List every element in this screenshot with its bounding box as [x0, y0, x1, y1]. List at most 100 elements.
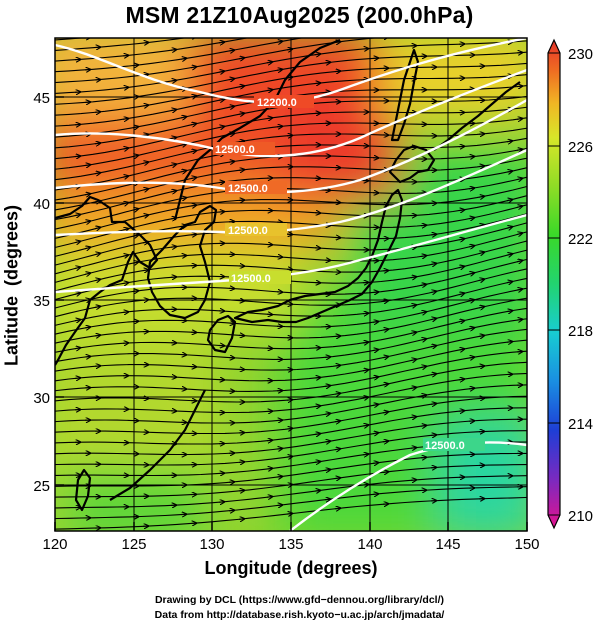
colorbar-tick-label: 230	[568, 46, 593, 63]
x-tick-label: 120	[42, 536, 67, 553]
stream-arrow	[170, 81, 175, 82]
stream-arrow	[468, 357, 473, 358]
stream-arrow	[180, 144, 185, 145]
stream-arrow	[180, 117, 185, 118]
stream-arrow	[122, 255, 127, 256]
stream-arrow	[238, 114, 243, 115]
colorbar-tick-label: 222	[568, 231, 593, 248]
stream-arrow	[239, 29, 243, 30]
colorbar-tick-label: 210	[568, 508, 593, 525]
coastline-sakhalin	[390, 48, 420, 142]
stream-arrow	[132, 291, 137, 292]
stream-arrow	[94, 254, 99, 255]
y-tick-labels: 25 30 35 40 45	[33, 90, 50, 495]
stream-arrow	[430, 374, 435, 375]
stream-arrow	[132, 209, 137, 210]
x-tick-label: 145	[435, 536, 460, 553]
stream-arrow	[420, 395, 425, 396]
stream-arrow	[315, 26, 319, 27]
stream-arrow	[478, 166, 483, 167]
stream-arrow	[410, 448, 415, 449]
stream-arrow	[74, 348, 79, 349]
stream-arrow	[132, 156, 137, 157]
stream-arrow	[430, 319, 435, 320]
stream-arrow	[84, 221, 89, 222]
x-tick-label: 135	[278, 536, 303, 553]
stream-arrow	[478, 280, 483, 281]
stream-arrow	[132, 97, 137, 98]
stream-arrow	[228, 107, 233, 108]
colorbar-tick-label: 226	[568, 139, 593, 156]
stream-arrow	[170, 247, 175, 248]
stream-arrow	[238, 86, 243, 87]
stream-arrow	[170, 138, 175, 139]
stream-arrow	[382, 412, 387, 413]
stream-arrow	[324, 62, 329, 63]
stream-arrow	[190, 205, 195, 206]
stream-arrow	[170, 50, 175, 51]
stream-arrow	[84, 248, 89, 249]
y-tick-label: 40	[33, 196, 50, 213]
stream-arrow	[363, 19, 367, 20]
stream-arrow	[516, 150, 521, 151]
stream-arrow	[276, 42, 281, 43]
stream-arrow	[276, 477, 281, 478]
stream-arrow	[334, 394, 339, 395]
stream-arrow	[478, 197, 483, 198]
stream-arrow	[190, 178, 195, 179]
stream-arrow	[286, 485, 291, 486]
x-tick-label: 150	[514, 536, 539, 553]
coastline-asia	[55, 195, 159, 366]
stream-arrow	[478, 366, 483, 367]
stream-arrow	[362, 425, 367, 426]
streamline	[55, 318, 527, 363]
stream-arrow	[410, 360, 415, 361]
stream-arrow	[276, 70, 281, 71]
stream-arrow	[382, 357, 387, 358]
stream-arrow	[506, 227, 511, 228]
stream-arrow	[468, 188, 473, 189]
stream-arrow	[142, 162, 147, 163]
stream-arrow	[190, 124, 195, 125]
stream-arrow	[314, 491, 319, 492]
stream-arrow	[335, 13, 339, 14]
stream-arrow	[84, 327, 89, 328]
stream-arrow	[478, 336, 483, 337]
stream-arrow	[122, 176, 127, 177]
streamline	[55, 418, 527, 456]
contour-line	[55, 213, 527, 294]
contour-labels: 12200.0 12500.0 12500.0 12500.0 12500.0 …	[213, 95, 485, 452]
stream-arrow	[122, 119, 127, 120]
stream-arrow	[266, 497, 271, 498]
contour-label: 12500.0	[215, 144, 255, 156]
stream-arrow	[382, 472, 387, 473]
stream-arrow	[372, 350, 377, 351]
stream-arrow	[266, 90, 271, 91]
stream-arrow	[458, 210, 463, 211]
stream-arrow	[218, 71, 223, 72]
stream-arrow	[84, 300, 89, 301]
streamline	[55, 51, 527, 105]
stream-arrow	[74, 215, 79, 216]
stream-arrow	[516, 179, 521, 180]
stream-arrow	[266, 118, 271, 119]
coastline-japan-honshu	[233, 188, 404, 324]
stream-arrow	[420, 367, 425, 368]
stream-arrow	[324, 414, 329, 415]
stream-arrow	[286, 457, 291, 458]
stream-arrow	[325, 34, 329, 35]
contour-label: 12200.0	[257, 97, 297, 109]
streamline	[55, 38, 188, 51]
stream-arrow	[478, 225, 483, 226]
stream-arrow	[382, 301, 387, 302]
contour-line	[55, 98, 527, 194]
stream-arrow	[516, 261, 521, 262]
stream-arrow	[180, 59, 185, 60]
coastline-kurils	[433, 81, 521, 151]
credit-drawing: Drawing by DCL (https://www.gfd−dennou.o…	[154, 594, 445, 606]
stream-arrow	[516, 206, 521, 207]
stream-arrow	[420, 312, 425, 313]
stream-arrow	[170, 191, 175, 192]
stream-arrow	[94, 335, 99, 336]
stream-arrow	[218, 127, 223, 128]
